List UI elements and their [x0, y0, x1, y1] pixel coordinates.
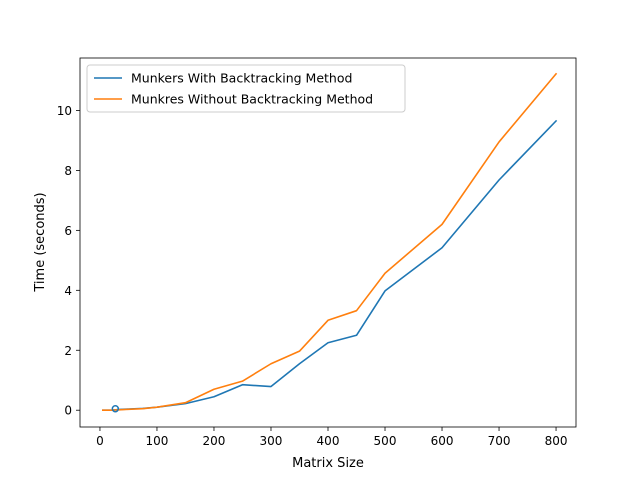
x-tick-label-400: 400	[317, 434, 340, 448]
x-tick-label-100: 100	[146, 434, 169, 448]
x-tick-label-500: 500	[374, 434, 397, 448]
y-tick-label-2: 2	[64, 344, 72, 358]
legend-label-2: Munkres Without Backtracking Method	[131, 92, 373, 107]
x-tick-label-200: 200	[203, 434, 226, 448]
axes: 0 100 200 300 400 500 600 700 800 0 2 4 6 8 10	[57, 57, 577, 448]
x-tick-label-0: 0	[96, 434, 104, 448]
series-line-2	[102, 72, 558, 412]
y-axis-label: Time (seconds)	[33, 192, 48, 292]
chart-marks	[102, 72, 558, 413]
legend: Munkers With Backtracking Method Munkres …	[86, 64, 406, 113]
x-tick-label-300: 300	[260, 434, 283, 448]
y-tick-label-6: 6	[64, 224, 72, 238]
x-tick-label-600: 600	[431, 434, 454, 448]
legend-label-1: Munkers With Backtracking Method	[131, 71, 352, 86]
y-tick-label-4: 4	[64, 284, 72, 298]
y-tick-label-0: 0	[64, 404, 72, 418]
x-tick-label-800: 800	[545, 434, 568, 448]
x-tick-label-700: 700	[488, 434, 511, 448]
x-axis-label: Matrix Size	[292, 456, 364, 471]
y-tick-label-8: 8	[64, 164, 72, 178]
y-tick-label-10: 10	[57, 104, 72, 118]
legend-box	[86, 64, 406, 113]
outlier-marker-1	[111, 404, 120, 413]
